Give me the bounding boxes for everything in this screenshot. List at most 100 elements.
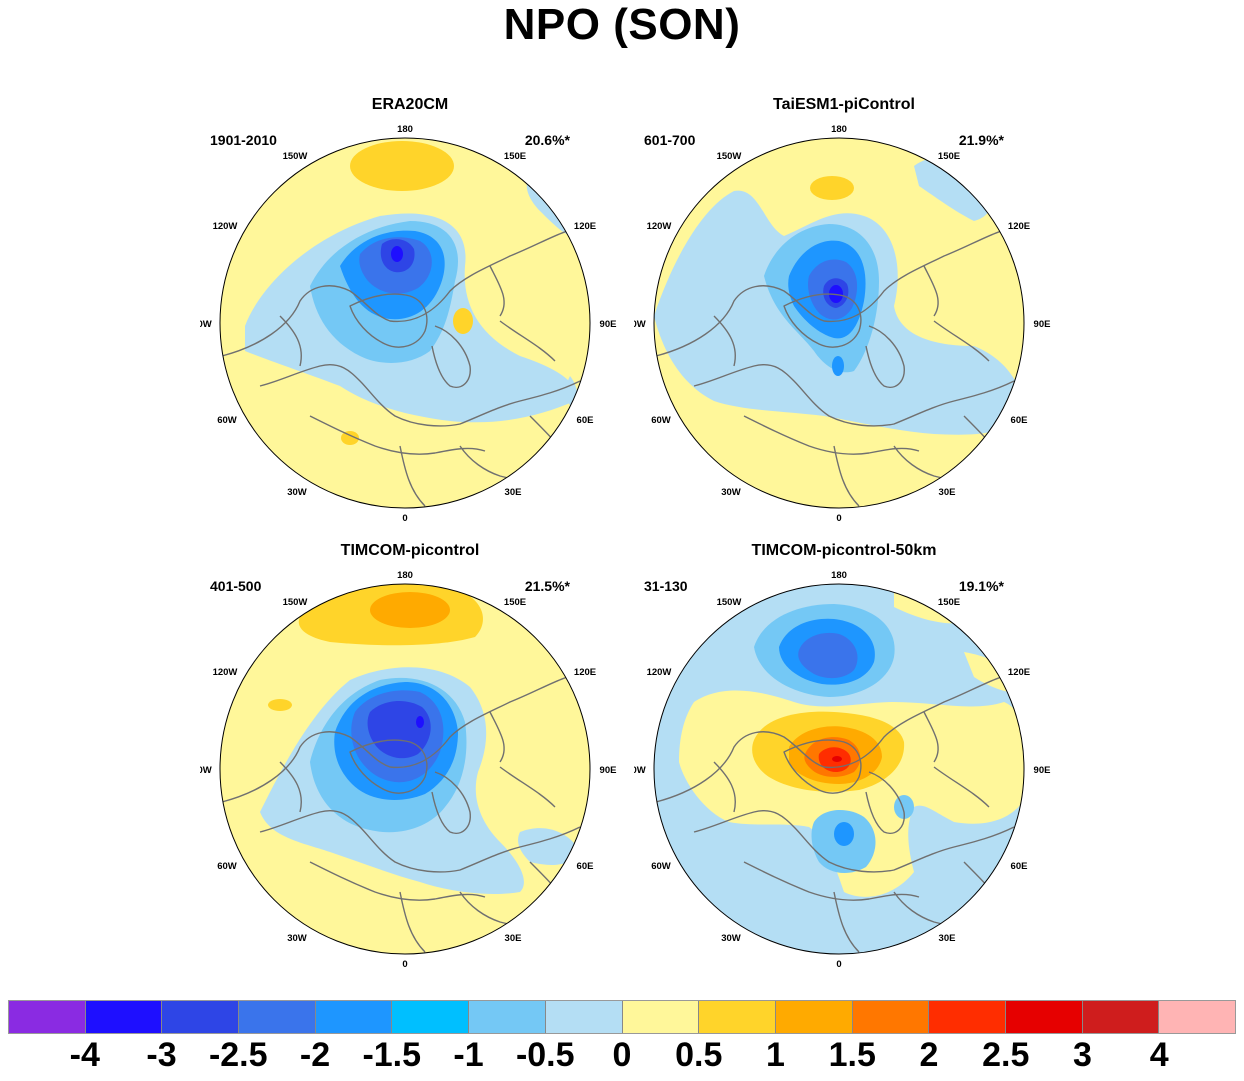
lon-label-180: 180	[831, 124, 847, 135]
polar-map: 180 150E 120E 90E 60E 30E 0 30W 60W 90W …	[634, 124, 1051, 524]
panel-title: ERA20CM	[371, 96, 449, 113]
panel-explained-variance: 19.1%*	[958, 578, 1004, 594]
colorbar-swatch	[315, 1001, 393, 1033]
lon-label-60w: 60W	[651, 861, 671, 872]
lon-label-60w: 60W	[217, 415, 237, 426]
colorbar-tick-label: 4	[1149, 1036, 1169, 1074]
colorbar-tick-label: 1	[766, 1036, 785, 1074]
lon-label-150e: 150E	[938, 597, 960, 608]
lon-label-150e: 150E	[504, 151, 526, 162]
colorbar-swatch	[162, 1001, 240, 1033]
colorbar-swatch	[9, 1001, 86, 1033]
map-panel-era20cm: ERA20CM 1901-2010 20.6%*	[200, 96, 620, 536]
lon-label-90e: 90E	[1034, 765, 1051, 776]
lon-label-60w: 60W	[217, 861, 237, 872]
lon-label-120e: 120E	[574, 221, 596, 232]
colorbar-swatch	[1082, 1001, 1160, 1033]
colorbar-tick-label: 2.5	[982, 1036, 1030, 1074]
lon-label-30e: 30E	[939, 933, 956, 944]
lon-label-60e: 60E	[1011, 861, 1028, 872]
colorbar-tick-label: -1.5	[362, 1036, 422, 1074]
colorbar-tick-label: 0.5	[675, 1036, 723, 1074]
colorbar-tick-label: 1.5	[828, 1036, 876, 1074]
lon-label-90w: 90W	[200, 765, 212, 776]
panel-explained-variance: 20.6%*	[524, 132, 570, 148]
lon-label-120w: 120W	[647, 221, 672, 232]
lon-label-120w: 120W	[647, 667, 672, 678]
lon-label-180: 180	[397, 570, 413, 581]
polar-map: 180 150E 120E 90E 60E 30E 0 30W 60W 90W …	[200, 124, 617, 524]
colorbar-swatch	[85, 1001, 163, 1033]
colorbar-tick-label: -4	[69, 1036, 100, 1074]
colorbar-labels: -4 -3 -2.5 -2 -1.5 -1 -0.5 0 0.5 1 1.5 2 2.5 3 4	[8, 1036, 1236, 1080]
colorbar-swatch	[699, 1001, 776, 1033]
lon-label-30e: 30E	[505, 487, 522, 498]
lon-label-120e: 120E	[1008, 667, 1030, 678]
colorbar-swatch	[392, 1001, 470, 1033]
lon-label-120e: 120E	[1008, 221, 1030, 232]
colorbar-tick-label: 3	[1073, 1036, 1092, 1074]
panel-period: 601-700	[644, 132, 696, 148]
lon-label-90e: 90E	[1034, 319, 1051, 330]
lon-label-90w: 90W	[634, 319, 646, 330]
lon-label-180: 180	[831, 570, 847, 581]
panel-title: TIMCOM-picontrol-50km	[751, 542, 937, 559]
polar-map: 180 150E 120E 90E 60E 30E 0 30W 60W 90W …	[200, 570, 616, 970]
lon-label-150e: 150E	[504, 597, 526, 608]
lon-label-120w: 120W	[213, 221, 238, 232]
lon-label-30w: 30W	[721, 933, 741, 944]
lon-label-150w: 150W	[717, 151, 742, 162]
panel-title: TIMCOM-picontrol	[340, 542, 480, 559]
lon-label-30e: 30E	[505, 933, 522, 944]
lon-label-150w: 150W	[717, 597, 742, 608]
lon-label-0: 0	[836, 513, 841, 524]
panel-period: 1901-2010	[210, 132, 277, 148]
colorbar	[8, 1000, 1236, 1034]
lon-label-30w: 30W	[721, 487, 741, 498]
lon-label-0: 0	[402, 959, 407, 970]
figure-title: NPO (SON)	[503, 0, 741, 49]
polar-map: 180 150E 120E 90E 60E 30E 0 30W 60W 90W …	[634, 570, 1051, 970]
colorbar-swatch	[239, 1001, 316, 1033]
lon-label-60e: 60E	[577, 861, 594, 872]
colorbar-swatch	[1159, 1001, 1235, 1033]
lon-label-60e: 60E	[1011, 415, 1028, 426]
colorbar-swatch	[469, 1001, 546, 1033]
colorbar-swatch	[1005, 1001, 1083, 1033]
colorbar-tick-label: -0.5	[515, 1036, 575, 1074]
lon-label-90e: 90E	[600, 319, 617, 330]
lon-label-0: 0	[402, 513, 407, 524]
map-panel-timcom-picontrol: TIMCOM-picontrol 401-500 21.5%*	[200, 542, 620, 982]
colorbar-swatch	[852, 1001, 930, 1033]
lon-label-0: 0	[836, 959, 841, 970]
lon-label-150e: 150E	[938, 151, 960, 162]
colorbar-swatch	[775, 1001, 853, 1033]
colorbar-tick-label: 0	[612, 1036, 632, 1074]
lon-label-30w: 30W	[287, 933, 307, 944]
panel-period: 31-130	[644, 578, 688, 594]
lon-label-30e: 30E	[939, 487, 956, 498]
colorbar-swatch	[545, 1001, 623, 1033]
map-panel-timcom-picontrol-50km: TIMCOM-picontrol-50km 31-130 19.1%*	[634, 542, 1054, 982]
panel-period: 401-500	[210, 578, 262, 594]
lon-label-30w: 30W	[287, 487, 307, 498]
lon-label-150w: 150W	[283, 597, 308, 608]
panel-explained-variance: 21.5%*	[524, 578, 570, 594]
colorbar-tick-label: -2.5	[208, 1036, 268, 1074]
map-panel-taiesm1: TaiESM1-piControl 601-700 21.9%*	[634, 96, 1054, 536]
lon-label-180: 180	[397, 124, 413, 135]
lon-label-60w: 60W	[651, 415, 671, 426]
colorbar-tick-label: -1	[453, 1036, 484, 1074]
colorbar-tick-label: 2	[919, 1036, 939, 1074]
colorbar-tick-label: -3	[146, 1036, 177, 1074]
lon-label-90w: 90W	[200, 319, 212, 330]
lon-label-120w: 120W	[213, 667, 238, 678]
colorbar-swatch	[929, 1001, 1006, 1033]
lon-label-90w: 90W	[634, 765, 646, 776]
colorbar-tick-label: -2	[299, 1036, 331, 1074]
panel-title: TaiESM1-piControl	[773, 96, 915, 113]
lon-label-150w: 150W	[283, 151, 308, 162]
colorbar-swatch	[622, 1001, 700, 1033]
lon-label-60e: 60E	[577, 415, 594, 426]
panel-explained-variance: 21.9%*	[958, 132, 1004, 148]
